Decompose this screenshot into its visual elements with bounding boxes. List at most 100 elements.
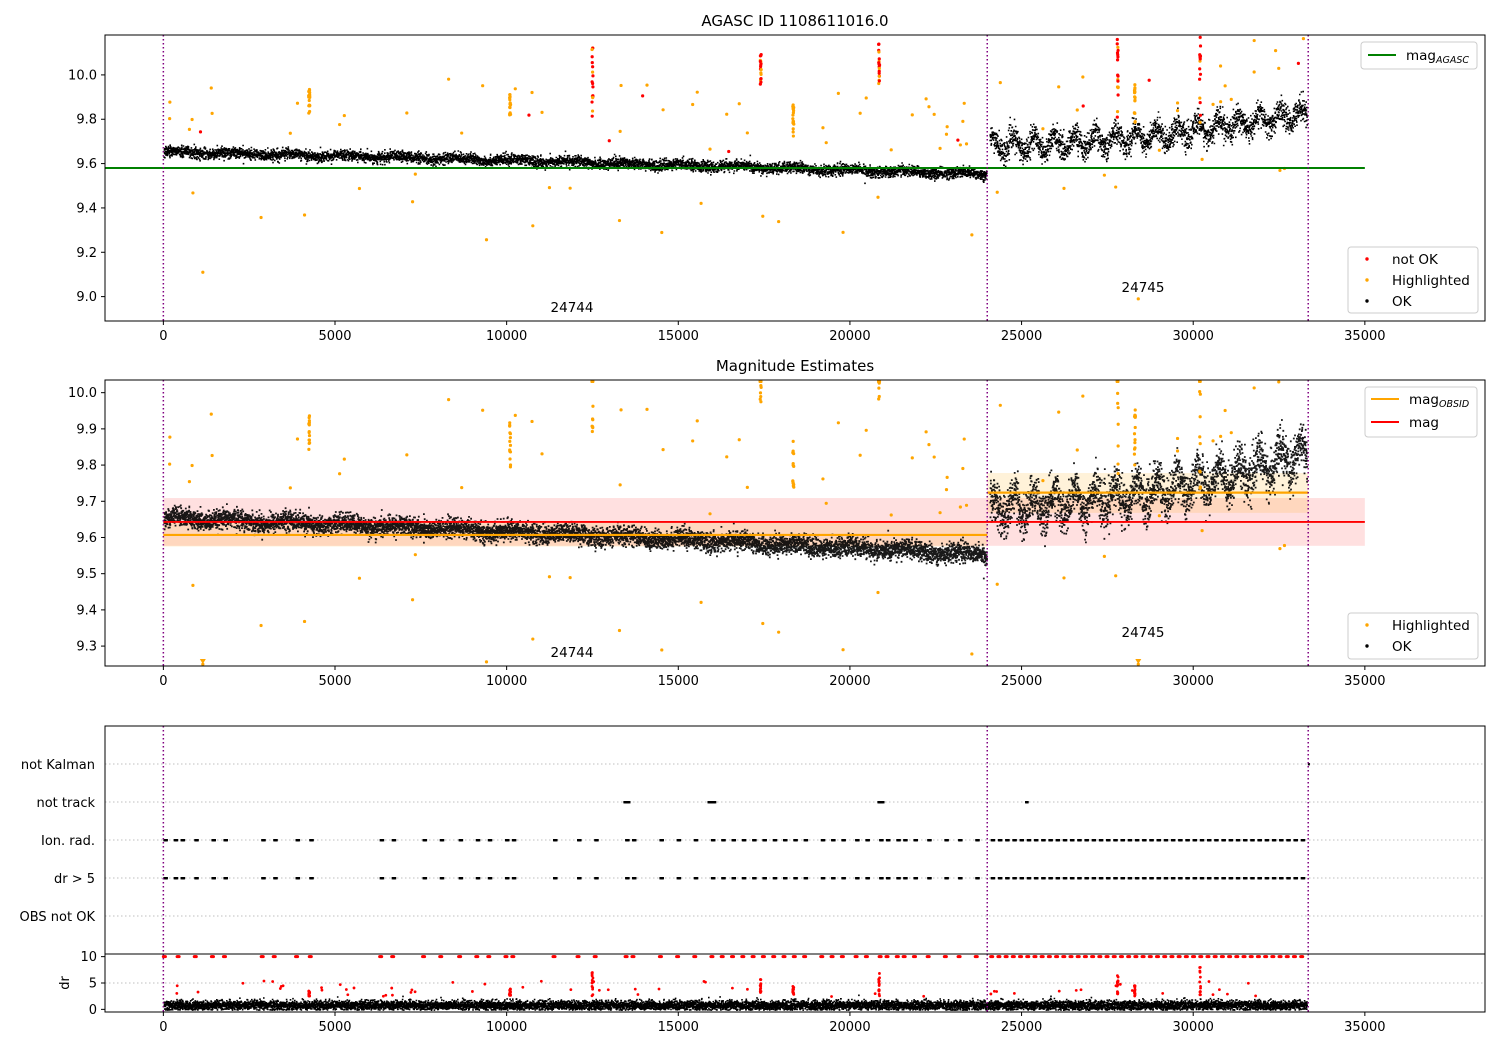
not-ok-point: [1198, 96, 1202, 100]
highlighted-point: [508, 463, 513, 467]
flag-point: [785, 839, 788, 842]
highlighted-point: [342, 113, 346, 118]
highlighted-point: [460, 131, 464, 135]
not-ok-point: [1198, 72, 1203, 76]
highlighted-point: [927, 443, 931, 447]
highlighted-point: [1133, 438, 1137, 442]
dr-clipped-point: [1034, 955, 1038, 959]
flag-point: [311, 877, 314, 880]
flag-point: [226, 877, 229, 880]
panel2-title: Magnitude Estimates: [716, 357, 874, 375]
highlighted-point: [1136, 297, 1140, 301]
not-ok-point: [759, 67, 763, 72]
dr-clipped-point: [1027, 955, 1031, 959]
dr-outlier-point: [633, 987, 637, 991]
highlighted-point: [410, 598, 415, 602]
not-ok-point: [527, 113, 531, 117]
dr-clipped-point: [804, 955, 808, 959]
highlighted-point: [958, 505, 962, 509]
dr-clipped-point: [223, 955, 227, 959]
dr-clipped-point: [944, 955, 948, 959]
flag-point: [478, 839, 481, 842]
dr-clipped-point: [1142, 955, 1146, 959]
flag-point: [888, 839, 891, 842]
flag-point: [1209, 839, 1212, 842]
dr-outlier-point: [992, 989, 996, 993]
highlighted-point: [995, 582, 999, 586]
highlighted-point: [342, 457, 346, 461]
dr-clipped-point: [1092, 955, 1096, 959]
flag-point: [1151, 839, 1154, 842]
highlighted-point: [1278, 547, 1282, 551]
x-tick-label: 20000: [829, 329, 870, 344]
flag-point: [1281, 839, 1284, 842]
dr-clipped-point: [1084, 955, 1088, 959]
flag-point: [1231, 839, 1234, 842]
flag-point: [977, 877, 980, 880]
panel1-frame: [104, 34, 1486, 322]
flag-point: [993, 877, 996, 880]
flag-point: [1007, 839, 1010, 842]
dr-outlier-point: [1161, 992, 1165, 995]
flag-point: [425, 839, 428, 842]
flag-point: [507, 877, 510, 880]
highlighted-point: [932, 112, 936, 116]
highlighted-point: [841, 648, 845, 652]
highlighted-point: [660, 648, 664, 652]
highlighted-point: [481, 408, 485, 412]
panel1-legend-lines: magAGASC: [1360, 41, 1478, 70]
dr-clipped-point: [1070, 955, 1074, 959]
highlighted-point: [413, 172, 417, 176]
dr-outlier-point: [702, 980, 706, 983]
highlighted-point: [508, 424, 512, 428]
dr-outlier-point: [1116, 990, 1119, 994]
dr-clipped-point: [998, 955, 1002, 959]
x-tick-label: 25000: [1001, 1020, 1042, 1035]
dr-outlier-point: [1254, 994, 1258, 998]
highlighted-point: [209, 86, 213, 90]
panel1-points-highlighted: [168, 37, 1306, 301]
highlighted-point: [889, 148, 893, 152]
x-tick-label: 20000: [829, 674, 870, 689]
flag-point: [713, 839, 716, 842]
highlighted-point: [1081, 394, 1085, 398]
y-tick-label: 10: [80, 950, 97, 965]
dr-outlier-point: [1118, 982, 1122, 986]
highlighted-point: [962, 101, 966, 105]
not-ok-point: [1116, 55, 1120, 59]
x-tick-label: 15000: [658, 329, 699, 344]
highlighted-point: [938, 511, 942, 515]
highlighted-point: [460, 486, 464, 490]
dr-outlier-point: [1114, 984, 1118, 988]
flag-point: [946, 877, 949, 880]
panel4-x-axis: 0 5000 10000 15000 20000 25000 30000 35000: [159, 1012, 1386, 1035]
highlighted-point: [307, 416, 311, 420]
flag-point: [627, 839, 630, 842]
highlighted-point: [307, 87, 312, 92]
dr-outlier-point: [384, 993, 388, 997]
dr-outlier-point: [1116, 979, 1120, 983]
flag-point: [1274, 839, 1277, 842]
highlighted-point: [821, 477, 825, 481]
highlighted-point: [302, 619, 307, 624]
dr-clipped-point: [1294, 955, 1298, 959]
not-ok-point: [1116, 45, 1120, 49]
highlighted-point: [1157, 514, 1161, 518]
dr-outlier-point: [877, 988, 881, 992]
highlighted-point: [1116, 391, 1120, 396]
highlighted-point: [877, 394, 881, 399]
dr-outlier-point: [1217, 988, 1221, 992]
flag-point: [1094, 877, 1097, 880]
flag-point: [1086, 839, 1089, 842]
flag-point: [1216, 839, 1219, 842]
highlighted-point: [201, 270, 205, 274]
not-ok-point: [590, 61, 594, 65]
dr-outlier-point: [597, 988, 601, 992]
dr-clipped-point: [1157, 955, 1161, 959]
dr-clipped-point: [1012, 955, 1016, 959]
highlighted-point: [547, 186, 552, 190]
y-tick-label: 9.0: [76, 290, 97, 305]
flag-point: [394, 839, 397, 842]
y-tick-label: 9.6: [76, 531, 97, 546]
highlighted-point: [792, 122, 796, 126]
